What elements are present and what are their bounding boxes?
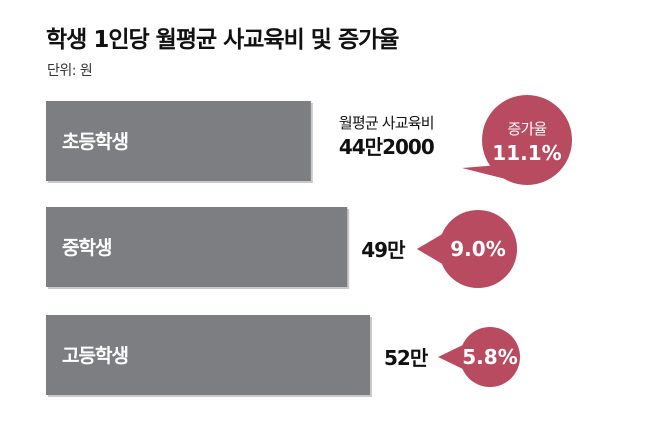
bar: [46, 101, 311, 181]
growth-bubble-pointer: [416, 231, 447, 267]
value-header-label: 월평균 사교육비: [339, 114, 434, 132]
bar-category-label: 중학생: [62, 237, 111, 259]
bar: [46, 315, 370, 395]
growth-bubble: [460, 327, 520, 387]
value-label: 49만: [361, 238, 406, 262]
value-label: 52만: [384, 346, 429, 370]
unit-label: 단위: 원: [47, 63, 93, 79]
growth-bubble-pointer: [438, 343, 466, 371]
growth-rate-label: 11.1%: [492, 141, 561, 165]
growth-header-label: 증가율: [507, 120, 546, 138]
growth-rate-label: 9.0%: [450, 237, 505, 261]
growth-rate-label: 5.8%: [462, 345, 517, 369]
growth-bubble: [438, 209, 518, 289]
bar-category-label: 고등학생: [62, 345, 128, 367]
value-label: 44만2000: [339, 135, 434, 159]
bar: [46, 207, 348, 287]
chart-title: 학생 1인당 월평균 사교육비 및 증가율: [46, 27, 399, 53]
bar-category-label: 초등학생: [62, 131, 128, 153]
growth-bubble: [482, 95, 572, 185]
